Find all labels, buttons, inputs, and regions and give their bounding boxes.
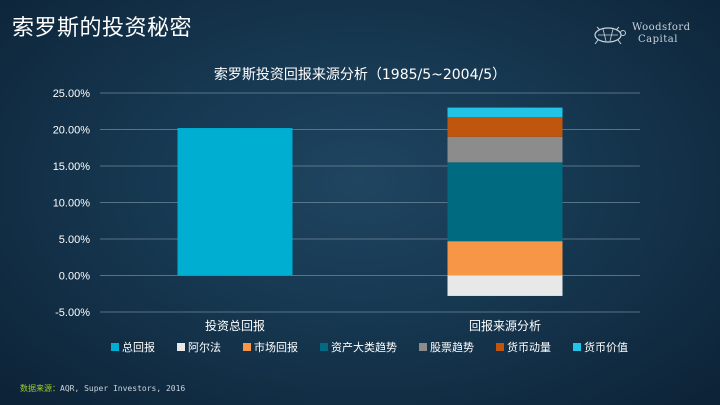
y-tick-label: 5.00% <box>59 234 90 246</box>
turtle-logo-icon <box>594 26 626 45</box>
bar-segment <box>447 107 563 118</box>
legend-swatch <box>496 343 504 351</box>
bar-segment <box>177 128 293 276</box>
bar-segment <box>447 162 563 242</box>
legend-label: 阿尔法 <box>188 340 221 354</box>
y-tick-label: 0.00% <box>59 271 90 283</box>
source-label: 数据来源： <box>20 384 60 393</box>
logo-line-1: Woodsford <box>632 22 691 33</box>
bar-segment <box>447 117 563 137</box>
source-text: AQR, Super Investors, 2016 <box>60 384 186 393</box>
bar-segment <box>447 241 563 276</box>
legend-swatch <box>111 343 119 351</box>
legend-label: 货币动量 <box>507 340 551 354</box>
y-tick-label: 25.00% <box>53 88 91 100</box>
legend-swatch <box>573 343 581 351</box>
legend-swatch <box>177 343 185 351</box>
legend-swatch <box>243 343 251 351</box>
y-tick-label: 10.00% <box>53 198 91 210</box>
legend-swatch <box>320 343 328 351</box>
legend-label: 总回报 <box>122 340 155 354</box>
y-tick-label: 15.00% <box>53 161 91 173</box>
chart-title: 索罗斯投资回报来源分析（1985/5~2004/5） <box>213 67 507 83</box>
legend-label: 市场回报 <box>254 340 298 354</box>
x-tick-label: 投资总回报 <box>205 318 265 333</box>
bar-segment <box>447 275 563 296</box>
logo-line-2: Capital <box>638 34 678 45</box>
bar-segment <box>447 136 563 163</box>
page-title: 索罗斯的投资秘密 <box>12 16 193 41</box>
data-source-note: 数据来源：AQR, Super Investors, 2016 <box>20 383 185 394</box>
legend-label: 股票趋势 <box>430 341 474 354</box>
company-logo: Woodsford Capital <box>632 22 691 46</box>
legend-swatch <box>419 343 427 351</box>
y-tick-label: 20.00% <box>53 125 91 137</box>
legend-label: 货币价值 <box>584 340 628 354</box>
y-tick-label: -5.00% <box>55 307 90 319</box>
x-tick-label: 回报来源分析 <box>469 318 541 333</box>
legend-label: 资产大类趋势 <box>331 340 397 354</box>
